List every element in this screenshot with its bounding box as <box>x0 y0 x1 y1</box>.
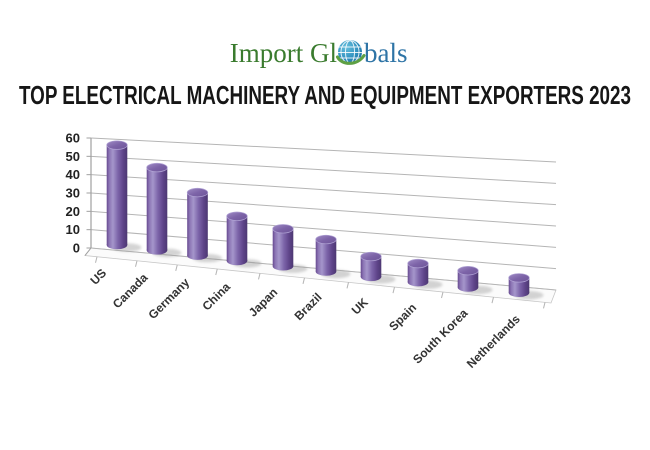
bar-top <box>360 251 382 262</box>
x-axis-tick <box>302 277 305 285</box>
category-label: Brazil <box>292 290 325 323</box>
bar-top <box>508 273 530 283</box>
x-axis-tick <box>392 286 395 294</box>
bar-top <box>457 266 479 276</box>
gridline <box>90 137 557 163</box>
gridline <box>90 210 557 248</box>
bar-top <box>407 258 429 269</box>
logo: Import Gl bals <box>230 38 408 68</box>
bar-top <box>226 211 248 221</box>
x-axis-tick <box>175 264 178 272</box>
logo-text-right: bals <box>364 38 408 68</box>
category-label: China <box>200 280 234 314</box>
bar-top <box>146 162 168 173</box>
globe-icon <box>335 40 366 65</box>
gridline <box>90 155 557 184</box>
x-axis-tick <box>95 256 98 263</box>
category-label: South Korea <box>410 306 471 367</box>
y-axis-label: 50 <box>66 149 80 164</box>
bar-cylinder <box>106 145 128 245</box>
bar-top <box>106 140 128 150</box>
x-axis-tick <box>441 291 444 299</box>
bar-cylinder <box>187 192 208 256</box>
axis-floor-joint <box>84 247 92 256</box>
bar-top <box>315 234 337 245</box>
bar-cylinder <box>457 270 479 288</box>
y-axis-label: 0 <box>73 241 80 256</box>
bar-cylinder <box>226 216 248 261</box>
category-label: Spain <box>386 301 419 334</box>
bar-cylinder <box>315 239 337 272</box>
x-axis-tick <box>543 302 546 309</box>
category-label: Netherlands <box>464 312 523 371</box>
x-axis-tick <box>258 273 261 280</box>
bar-cylinder <box>407 263 429 283</box>
x-axis-tick <box>215 268 218 276</box>
x-axis-tick <box>135 260 138 267</box>
category-label: UK <box>349 295 371 317</box>
y-axis-label: 40 <box>66 167 80 182</box>
category-label: Germany <box>146 275 193 322</box>
y-axis-label: 10 <box>66 222 80 237</box>
bar-top <box>272 224 294 234</box>
page-title: TOP ELECTRICAL MACHINERY AND EQUIPMENT E… <box>19 80 631 110</box>
gridline <box>90 192 557 227</box>
category-label: Japan <box>246 285 280 319</box>
y-axis-label: 30 <box>66 186 80 201</box>
x-axis-tick <box>491 297 494 304</box>
bar-cylinder <box>360 256 382 277</box>
gridline <box>90 174 557 206</box>
logo-text-left: Import Gl <box>230 38 337 68</box>
y-axis-label: 20 <box>66 204 80 219</box>
bar-cylinder <box>146 167 168 251</box>
bar-top <box>186 187 209 198</box>
category-label: US <box>87 266 109 288</box>
category-label: Canada <box>110 270 151 311</box>
x-axis-tick <box>346 282 349 289</box>
y-axis-label: 60 <box>66 131 80 146</box>
bar-cylinder <box>272 228 294 267</box>
